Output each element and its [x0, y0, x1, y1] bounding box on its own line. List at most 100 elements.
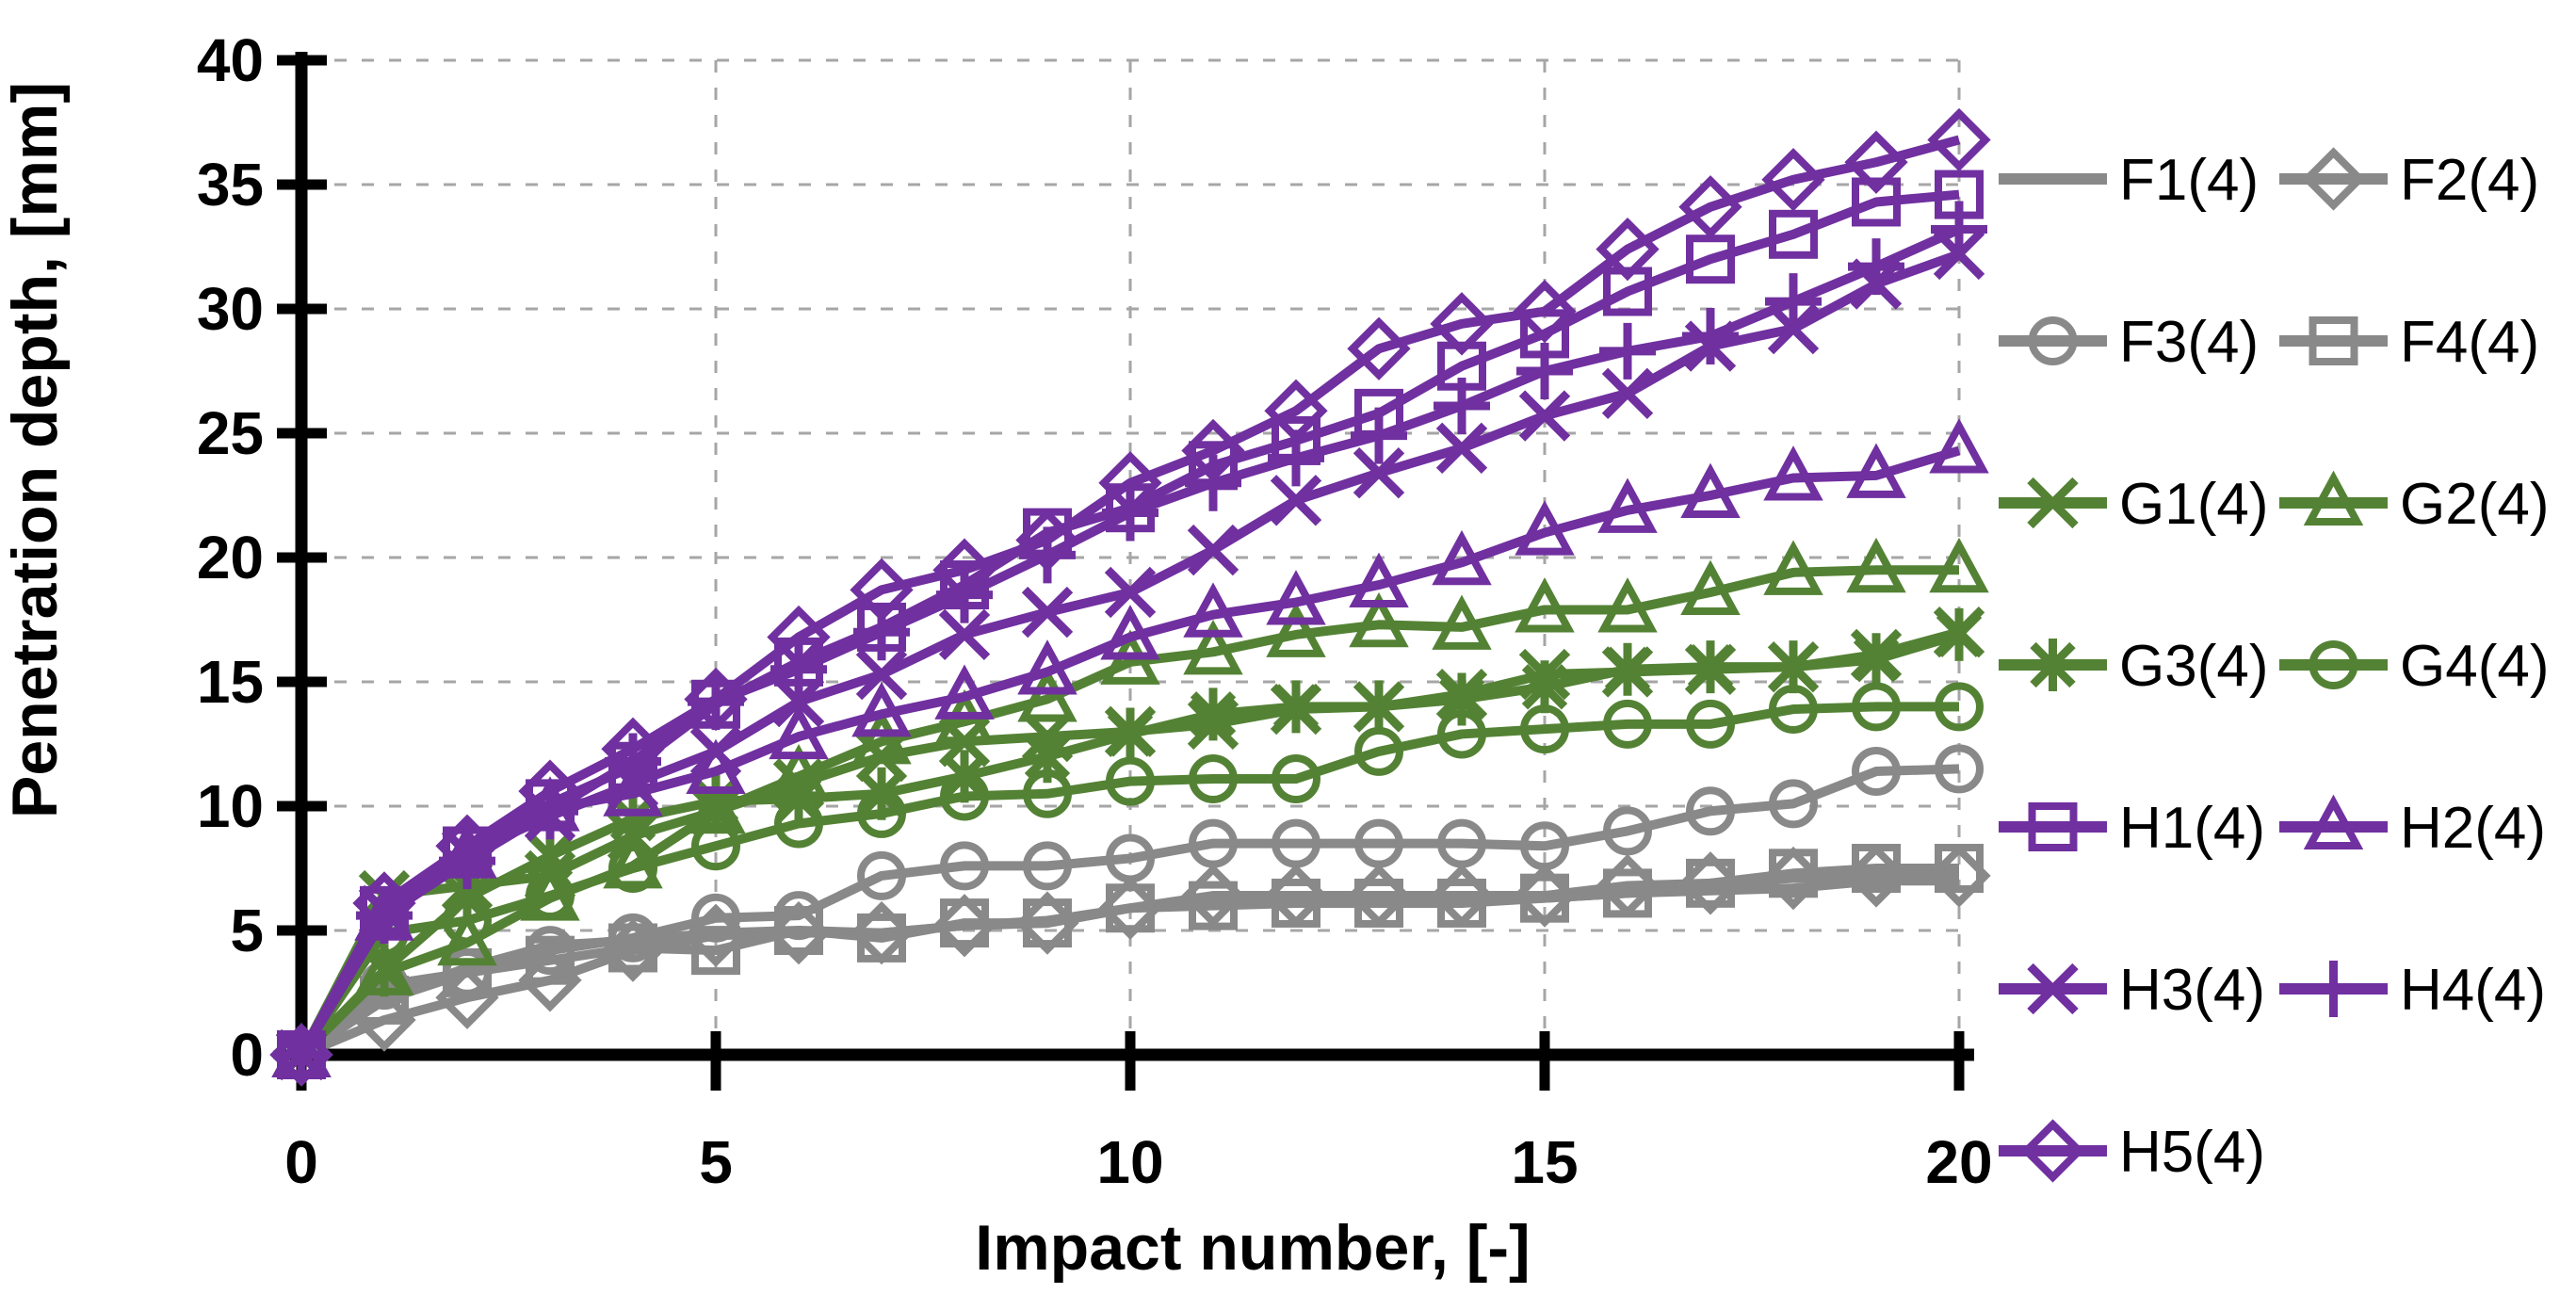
diamond-marker [1098, 451, 1162, 515]
diamond-marker [1181, 418, 1245, 483]
triangle-marker [1597, 477, 1658, 533]
square-marker [1769, 849, 1818, 898]
diamond-marker [932, 538, 996, 602]
diamond-marker [1264, 379, 1328, 443]
legend-label: G1(4) [2119, 472, 2268, 537]
asterisk-marker [1521, 664, 1568, 710]
legend-item-f14: F1(4) [1999, 148, 2259, 213]
x-marker [772, 675, 825, 728]
asterisk-marker [1438, 676, 1485, 722]
diamond-marker [2020, 1119, 2085, 1183]
asterisk-marker [2030, 641, 2076, 688]
asterisk-marker [1107, 711, 1154, 757]
triangle-marker [1680, 559, 1741, 615]
diamond-marker [269, 1023, 333, 1087]
triangle-marker [851, 708, 912, 765]
circle-marker [940, 771, 989, 821]
circle-marker [1935, 682, 1984, 732]
triangle-marker [1017, 639, 1077, 695]
diamond-marker [767, 605, 831, 670]
y-tick-label-25: 25 [197, 399, 264, 467]
triangle-marker [1266, 602, 1326, 657]
legend-item-g34: G3(4) [1999, 634, 2268, 699]
diamond-marker [1678, 175, 1742, 239]
legend-label: H2(4) [2400, 796, 2546, 861]
square-marker [443, 947, 492, 997]
diamond-marker [684, 667, 748, 732]
circle-marker [1189, 818, 1238, 868]
legend-label: F3(4) [2119, 310, 2259, 375]
triangle-marker [1515, 577, 1575, 633]
diamond-marker [601, 717, 665, 781]
legend-item-g24: G2(4) [2279, 470, 2549, 537]
asterisk-marker [1272, 684, 1320, 730]
legend-item-g44: G4(4) [2279, 634, 2549, 699]
asterisk-marker [1190, 691, 1237, 737]
x-marker [1104, 566, 1157, 619]
x-tick-label-5: 5 [699, 1128, 733, 1196]
diamond-marker [518, 759, 582, 823]
square-marker [1023, 898, 1072, 948]
triangle-marker [1432, 529, 1492, 586]
circle-marker [526, 871, 575, 921]
circle-marker [1852, 682, 1901, 732]
y-tick-label-30: 30 [197, 275, 264, 343]
circle-marker [1852, 747, 1901, 797]
x-marker [689, 725, 742, 778]
legend-item-h44: H4(4) [2279, 958, 2546, 1023]
y-tick-label-35: 35 [197, 151, 264, 218]
triangle-marker [1680, 462, 1741, 518]
square-marker [1686, 858, 1735, 908]
circle-marker [940, 841, 989, 891]
y-tick-label-20: 20 [197, 524, 264, 591]
asterisk-marker [1355, 684, 1402, 730]
x-marker [938, 608, 991, 661]
diamond-marker [1927, 107, 1991, 172]
x-marker [2027, 477, 2079, 529]
legend-label: F4(4) [2400, 310, 2539, 375]
square-marker [1852, 177, 1901, 227]
legend-label: H3(4) [2119, 958, 2265, 1023]
circle-marker [857, 788, 906, 838]
triangle-marker [934, 664, 995, 720]
series-line [297, 135, 1961, 1058]
asterisk-marker [1853, 637, 1900, 683]
x-marker [1435, 422, 1488, 475]
diamond-marker [1015, 508, 1079, 573]
square-marker [857, 913, 906, 962]
square-marker [1189, 881, 1238, 930]
diamond-marker [1596, 217, 1660, 282]
triangle-marker [1597, 577, 1658, 633]
triangle-marker [1183, 582, 1243, 638]
legend-item-f34: F3(4) [1999, 310, 2259, 375]
triangle-marker [1515, 500, 1575, 556]
triangle-marker [1017, 667, 1077, 722]
circle-marker [1520, 821, 1569, 871]
triangle-marker [1763, 445, 1823, 501]
circle-marker [691, 893, 740, 943]
square-marker [1603, 868, 1652, 918]
circle-marker [1023, 768, 1072, 818]
circle-marker [2028, 316, 2078, 365]
asterisk-marker [527, 833, 574, 879]
y-tick-label-10: 10 [197, 772, 264, 840]
asterisk-marker [1024, 734, 1071, 780]
square-marker [2028, 802, 2078, 851]
triangle-marker [851, 681, 912, 737]
legend-item-f44: F4(4) [2279, 310, 2539, 375]
circle-marker [1272, 818, 1320, 868]
circle-marker [1603, 806, 1652, 856]
series-line [297, 702, 1959, 1058]
square-marker [774, 906, 823, 955]
asterisk-marker [609, 796, 656, 842]
series-g44 [277, 682, 1984, 1079]
legend-label: H4(4) [2400, 958, 2546, 1023]
legend-item-g14: G1(4) [1999, 472, 2268, 537]
triangle-marker [1763, 540, 1823, 595]
y-tick-label-40: 40 [197, 26, 264, 94]
x-marker [1270, 475, 1322, 526]
circle-marker [1769, 685, 1818, 735]
triangle-marker [1100, 605, 1160, 660]
x-marker [1601, 367, 1654, 419]
